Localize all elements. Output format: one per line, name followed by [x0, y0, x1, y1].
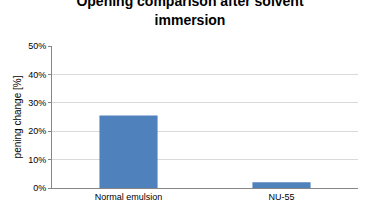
svg-text:0%: 0%	[33, 183, 46, 193]
svg-text:20%: 20%	[28, 126, 46, 136]
svg-text:40%: 40%	[28, 70, 46, 80]
svg-text:NU-55: NU-55	[268, 192, 294, 202]
svg-text:pening change [%]: pening change [%]	[12, 75, 23, 158]
svg-text:Normal emulsion: Normal emulsion	[95, 192, 163, 202]
svg-text:50%: 50%	[28, 41, 46, 51]
svg-text:Opening comparison after solve: Opening comparison after solventimmersio…	[76, 0, 303, 28]
svg-text:10%: 10%	[28, 155, 46, 165]
svg-text:30%: 30%	[28, 98, 46, 108]
